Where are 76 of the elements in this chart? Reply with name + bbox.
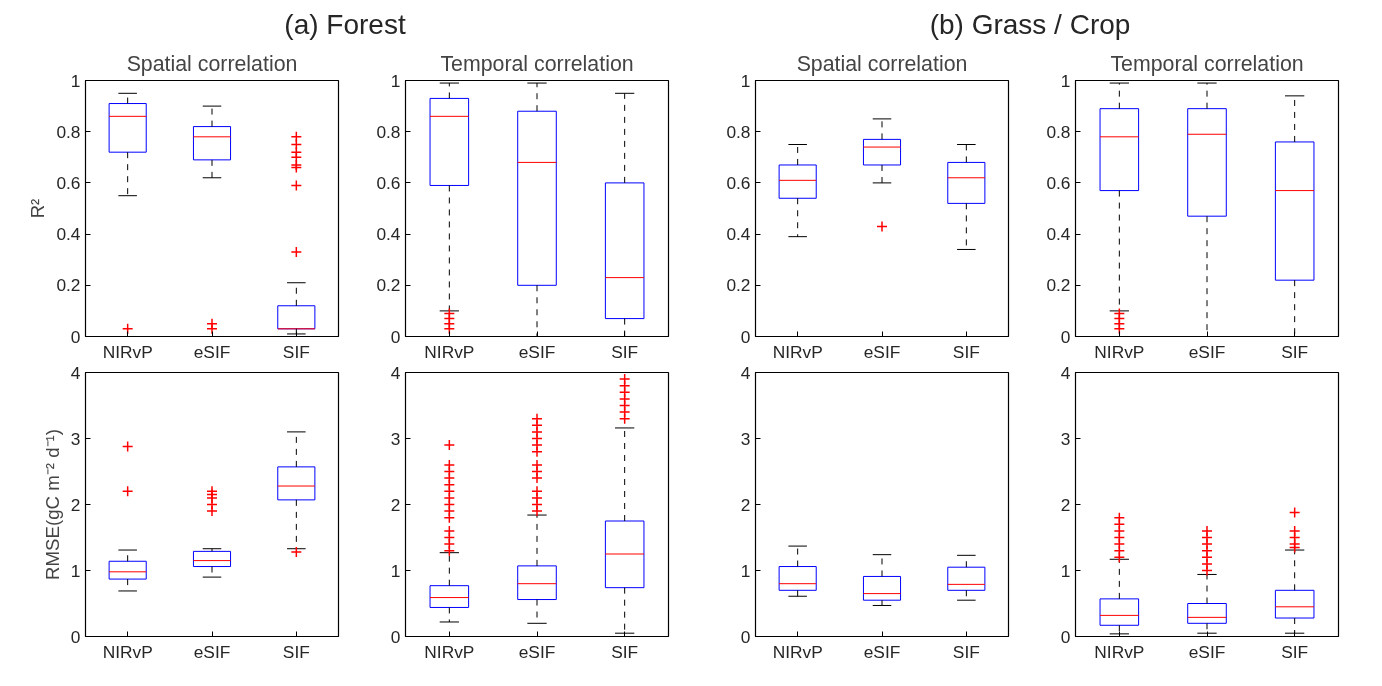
x-tick-label: eSIF <box>863 641 901 662</box>
y-tick-label: 0.2 <box>376 275 401 296</box>
y-tick-label: 0.2 <box>56 275 81 296</box>
y-tick-label: 1 <box>70 70 81 91</box>
y-tick-label: 0.8 <box>376 121 401 142</box>
chart-title: (b) Grass / Crop <box>929 8 1131 42</box>
y-axis-title: RMSE(gC m⁻² d⁻¹) <box>41 429 63 580</box>
x-tick-label: NIRvP <box>424 641 475 662</box>
chart-title: (a) Forest <box>284 8 406 42</box>
y-tick-label: 0.2 <box>726 275 751 296</box>
x-tick-label: NIRvP <box>1094 641 1145 662</box>
y-tick-label: 0.8 <box>56 121 81 142</box>
y-tick-label: 0.4 <box>726 224 751 245</box>
y-tick-label: 0.8 <box>726 121 751 142</box>
y-tick-label: 0 <box>390 326 401 347</box>
x-tick-label: SIF <box>282 641 310 662</box>
y-tick-label: 0 <box>1060 626 1071 647</box>
y-tick-label: 0 <box>70 626 81 647</box>
x-tick-label: eSIF <box>1188 341 1226 362</box>
y-tick-label: 2 <box>740 494 751 515</box>
y-tick-label: 0 <box>740 326 751 347</box>
chart-subtitle: Temporal correlation <box>1110 51 1304 76</box>
y-tick-label: 0.4 <box>376 224 401 245</box>
x-tick-label: eSIF <box>863 341 901 362</box>
y-tick-label: 0.6 <box>1046 172 1071 193</box>
y-tick-label: 3 <box>390 428 401 449</box>
x-tick-label: eSIF <box>193 341 231 362</box>
x-tick-label: NIRvP <box>102 341 153 362</box>
y-tick-label: 2 <box>70 494 81 515</box>
x-tick-label: eSIF <box>518 341 556 362</box>
x-tick-label: SIF <box>282 341 310 362</box>
x-tick-label: NIRvP <box>772 341 823 362</box>
y-tick-label: 2 <box>1060 494 1071 515</box>
y-tick-label: 0 <box>70 326 81 347</box>
chart-subtitle: Temporal correlation <box>440 51 634 76</box>
y-tick-label: 0.2 <box>1046 275 1071 296</box>
y-tick-label: 0.4 <box>56 224 81 245</box>
y-tick-label: 1 <box>1060 560 1071 581</box>
y-tick-label: 0 <box>740 626 751 647</box>
y-tick-label: 1 <box>70 560 81 581</box>
y-tick-label: 1 <box>740 70 751 91</box>
x-tick-label: eSIF <box>193 641 231 662</box>
x-tick-label: SIF <box>611 641 639 662</box>
y-tick-label: 4 <box>1060 362 1071 383</box>
x-tick-label: NIRvP <box>772 641 823 662</box>
x-tick-label: SIF <box>1281 641 1309 662</box>
y-tick-label: 2 <box>390 494 401 515</box>
y-tick-label: 1 <box>1060 70 1071 91</box>
y-tick-label: 0.6 <box>56 172 81 193</box>
y-tick-label: 0.6 <box>376 172 401 193</box>
y-tick-label: 4 <box>390 362 401 383</box>
x-tick-label: NIRvP <box>102 641 153 662</box>
x-tick-label: eSIF <box>518 641 556 662</box>
x-tick-label: SIF <box>1281 341 1309 362</box>
x-tick-label: NIRvP <box>1094 341 1145 362</box>
y-tick-label: 4 <box>740 362 751 383</box>
y-tick-label: 0.8 <box>1046 121 1071 142</box>
chart-subtitle: Spatial correlation <box>796 51 968 76</box>
y-axis-title: R² <box>27 198 49 219</box>
x-tick-label: NIRvP <box>424 341 475 362</box>
x-tick-label: SIF <box>611 341 639 362</box>
y-tick-label: 4 <box>70 362 81 383</box>
y-tick-label: 0.6 <box>726 172 751 193</box>
chart-subtitle: Spatial correlation <box>126 51 298 76</box>
y-tick-label: 3 <box>70 428 81 449</box>
y-tick-label: 1 <box>390 70 401 91</box>
y-tick-label: 0.4 <box>1046 224 1071 245</box>
x-tick-label: SIF <box>952 341 980 362</box>
x-tick-label: SIF <box>952 641 980 662</box>
y-tick-label: 0 <box>1060 326 1071 347</box>
x-tick-label: eSIF <box>1188 641 1226 662</box>
y-tick-label: 3 <box>740 428 751 449</box>
y-tick-label: 0 <box>390 626 401 647</box>
y-tick-label: 3 <box>1060 428 1071 449</box>
y-tick-label: 1 <box>390 560 401 581</box>
y-tick-label: 1 <box>740 560 751 581</box>
